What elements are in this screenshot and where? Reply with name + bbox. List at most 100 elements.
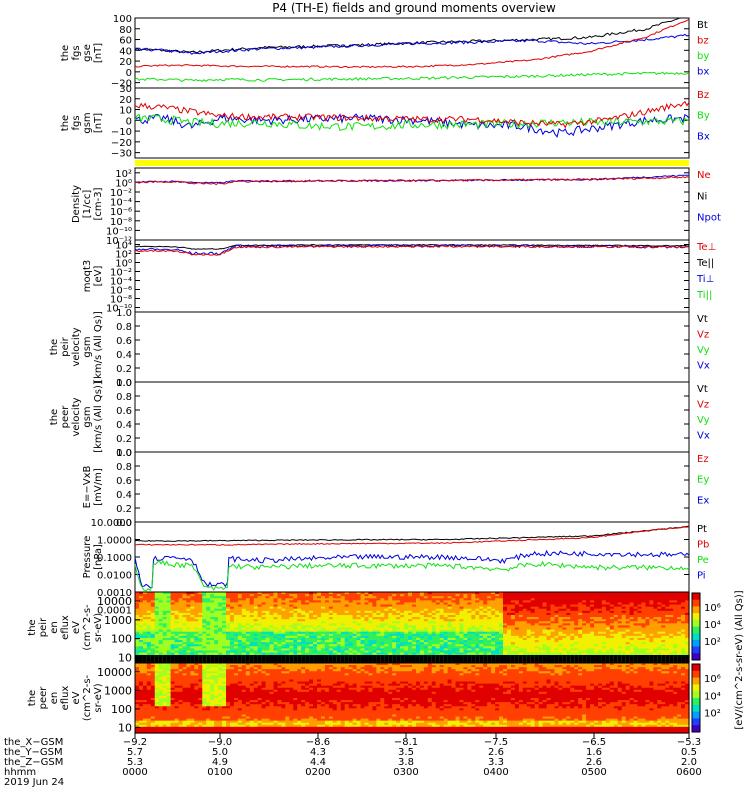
spectrogram-cell bbox=[435, 625, 441, 629]
spectrogram-cell bbox=[182, 646, 188, 649]
spectrogram-cell bbox=[495, 640, 500, 643]
spectrogram-cell bbox=[364, 604, 370, 608]
spectrogram-cell bbox=[439, 652, 445, 656]
spectrogram-cell bbox=[546, 596, 552, 599]
spectrogram-cell bbox=[629, 655, 635, 663]
spectrogram-cell bbox=[538, 594, 544, 597]
spectrogram-cell bbox=[297, 637, 302, 641]
spectrogram-cell bbox=[605, 621, 611, 624]
spectrogram-cell bbox=[297, 644, 302, 647]
spectrogram-cell bbox=[376, 655, 381, 663]
spectrogram-cell bbox=[348, 596, 354, 599]
spectrogram-cell bbox=[503, 596, 508, 599]
spectrogram-cell bbox=[542, 631, 548, 635]
spectrogram-cell bbox=[182, 631, 188, 635]
spectrogram-cell bbox=[297, 594, 302, 597]
spectrogram-cell bbox=[471, 596, 476, 599]
spectrogram-cell bbox=[297, 633, 302, 637]
spectrogram-cell bbox=[253, 604, 259, 608]
spectrogram-cell bbox=[435, 640, 441, 643]
spectrogram-cell bbox=[578, 614, 583, 618]
spectrogram-cell bbox=[324, 644, 330, 647]
spectrogram-cell bbox=[253, 652, 259, 656]
spectrogram-cell bbox=[467, 627, 472, 631]
spectrogram-cell bbox=[427, 612, 433, 616]
spectrogram-cell bbox=[479, 606, 484, 610]
spectrogram-cell bbox=[451, 633, 457, 637]
spectrogram-cell bbox=[582, 608, 587, 612]
spectrogram-cell bbox=[380, 619, 385, 622]
spectrogram-cell bbox=[257, 600, 263, 604]
spectrogram-cell bbox=[404, 635, 409, 639]
spectrogram-cell bbox=[138, 646, 144, 649]
spectrogram-cell bbox=[621, 623, 627, 627]
spectrogram-cell bbox=[269, 635, 275, 639]
spectrogram-cell bbox=[597, 594, 603, 597]
spectrogram-cell bbox=[645, 619, 651, 622]
spectrogram-cell bbox=[237, 614, 243, 618]
spectrogram-cell bbox=[245, 637, 251, 641]
spectrogram-cell bbox=[443, 646, 449, 649]
spectrogram-cell bbox=[645, 635, 651, 639]
spectrogram-cell bbox=[629, 606, 635, 610]
spectrogram-cell bbox=[218, 655, 223, 663]
spectrogram-cell bbox=[146, 648, 152, 652]
spectrogram-cell bbox=[253, 592, 259, 595]
spectrogram-cell bbox=[166, 644, 172, 647]
spectrogram-cell bbox=[554, 640, 560, 643]
spectrogram-cell bbox=[641, 600, 647, 604]
spectrogram-cell bbox=[510, 614, 516, 618]
spectrogram-cell bbox=[372, 623, 377, 627]
spectrogram-cell bbox=[194, 640, 199, 643]
spectrogram-cell bbox=[625, 627, 631, 631]
spectrogram-cell bbox=[522, 602, 528, 606]
spectrogram-cell bbox=[332, 598, 338, 601]
spectrogram-cell bbox=[590, 610, 595, 614]
spectrogram-cell bbox=[633, 604, 639, 608]
spectrogram-cell bbox=[297, 655, 302, 663]
spectrogram-cell bbox=[657, 612, 662, 616]
spectrogram-cell bbox=[455, 608, 461, 612]
spectrogram-cell bbox=[202, 652, 207, 656]
spectrogram-cell bbox=[297, 623, 302, 627]
spectrogram-cell bbox=[530, 652, 536, 656]
spectrogram-cell bbox=[625, 619, 631, 622]
spectrogram-cell bbox=[566, 650, 571, 654]
spectrogram-cell bbox=[305, 648, 310, 652]
spectrogram-cell bbox=[419, 621, 425, 624]
spectrogram-cell bbox=[194, 644, 199, 647]
spectrogram-cell bbox=[178, 650, 184, 654]
spectrogram-cell bbox=[380, 612, 385, 616]
spectrogram-cell bbox=[396, 644, 401, 647]
spectrogram-cell bbox=[142, 592, 148, 595]
spectrogram-cell bbox=[657, 619, 662, 622]
y-label-line: peer bbox=[60, 405, 71, 429]
spectrogram-cell bbox=[439, 648, 445, 652]
spectrogram-cell bbox=[534, 623, 540, 627]
spectrogram-cell bbox=[649, 614, 654, 618]
spectrogram-cell bbox=[214, 617, 219, 620]
spectrogram-cell bbox=[506, 617, 512, 620]
spectrogram-cell bbox=[257, 635, 263, 639]
spectrogram-cell bbox=[597, 612, 603, 616]
spectrogram-cell bbox=[590, 637, 595, 641]
spectrogram-cell bbox=[566, 646, 571, 649]
spectrogram-cell bbox=[380, 623, 385, 627]
spectrogram-cell bbox=[249, 652, 255, 656]
spectrogram-cell bbox=[154, 610, 160, 614]
spectrogram-cell bbox=[578, 648, 583, 652]
spectrogram-cell bbox=[285, 646, 290, 649]
spectrogram-cell bbox=[609, 627, 615, 631]
spectrogram-cell bbox=[550, 617, 556, 620]
spectrogram-cell bbox=[222, 623, 227, 627]
spectrogram-cell bbox=[487, 627, 492, 631]
spectrogram-cell bbox=[491, 610, 496, 614]
spectrogram-cell bbox=[142, 648, 148, 652]
spectrogram-cell bbox=[317, 612, 322, 616]
spectrogram-cell bbox=[309, 617, 314, 620]
spectrogram-cell bbox=[522, 646, 528, 649]
spectrogram-cell bbox=[586, 631, 591, 635]
spectrogram-cell bbox=[320, 596, 326, 599]
spectrogram-cell bbox=[415, 619, 421, 622]
spectrogram-cell bbox=[344, 610, 350, 614]
